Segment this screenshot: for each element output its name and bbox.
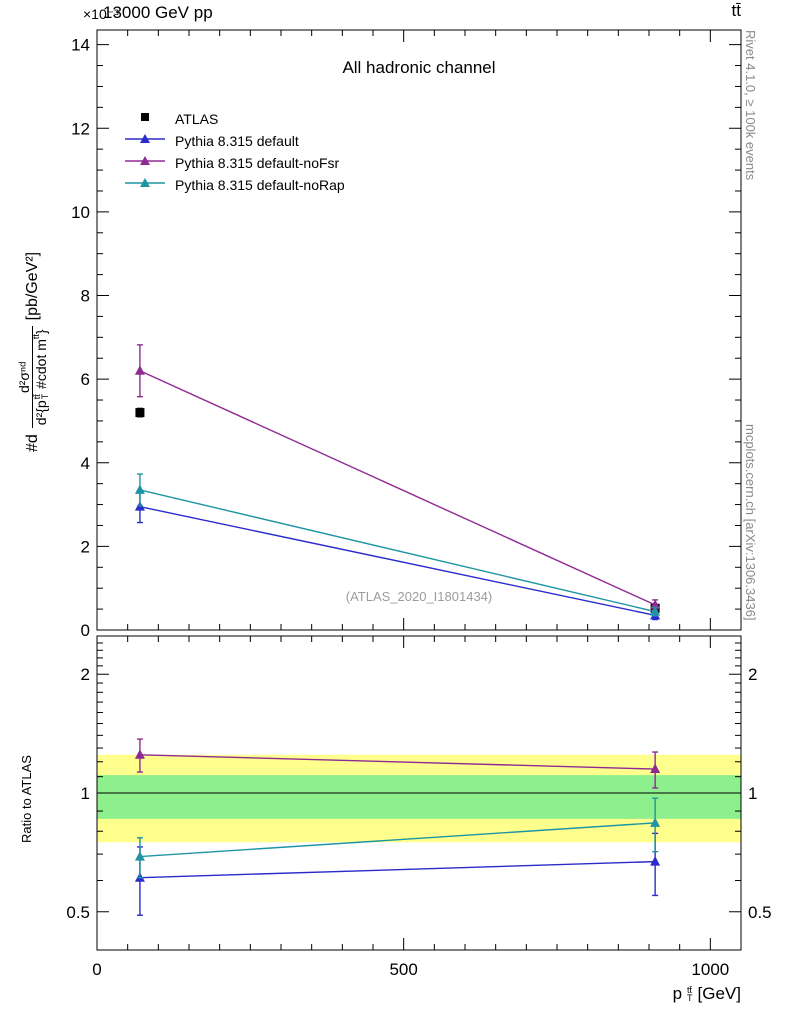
- triangle-marker-icon: [124, 132, 166, 151]
- legend-item: Pythia 8.315 default: [124, 130, 345, 152]
- y-label-numerator: d²σⁿᵈ: [16, 361, 32, 394]
- data-point-triangle: [650, 763, 661, 774]
- mcplots-credit-note: mcplots.cern.ch [arXiv:1306.3436]: [743, 424, 758, 621]
- legend-item: Pythia 8.315 default-noFsr: [124, 152, 345, 174]
- legend: ATLAS Pythia 8.315 default Pythia 8.315 de…: [124, 108, 345, 196]
- legend-label: Pythia 8.315 default-noFsr: [175, 155, 340, 171]
- tick-label: 1000: [691, 960, 729, 979]
- watermark: (ATLAS_2020_I1801434): [345, 589, 493, 604]
- pt-subsup-stack: tt̄ T: [32, 393, 51, 400]
- data-point-triangle: [650, 817, 661, 827]
- series-line: [139, 860, 656, 879]
- series-line: [139, 754, 656, 770]
- tick-label: 2: [81, 537, 90, 556]
- data-point-triangle: [134, 749, 145, 759]
- uncertainty-band-inner: [97, 775, 741, 819]
- y-axis-label: #d d²σⁿᵈ d²{p tt̄ T #cdot m tt̄ } [pb/Ge…: [16, 251, 51, 452]
- x-label-units: [GeV]: [697, 984, 741, 1003]
- y-label-units: [pb/GeV²]: [23, 251, 41, 321]
- tick-label: 4: [81, 454, 90, 473]
- data-point-triangle: [134, 365, 145, 375]
- y-axis-multiplier: ×10⁻³: [83, 6, 119, 22]
- tick-label: 0.5: [748, 903, 772, 922]
- tick-label: 12: [71, 119, 90, 138]
- data-point-triangle: [134, 851, 145, 861]
- data-point-triangle: [650, 599, 661, 609]
- data-point-triangle: [134, 484, 145, 494]
- tick-label: 14: [71, 36, 90, 55]
- series-line: [139, 489, 656, 613]
- square-marker-icon: [124, 110, 166, 129]
- tick-label: 0: [92, 960, 101, 979]
- tick-label: 0.5: [66, 903, 90, 922]
- x-axis-label: p tt̄ T [GeV]: [541, 984, 741, 1004]
- plot-title: All hadronic channel: [342, 58, 496, 77]
- data-point-square: [135, 408, 145, 418]
- x-label-subsup-stack: tt̄ T: [687, 985, 693, 1003]
- legend-item: Pythia 8.315 default-noRap: [124, 174, 345, 196]
- den-superscript-2: tt̄: [30, 334, 41, 340]
- ratio-axis-label: Ratio to ATLAS: [19, 755, 34, 843]
- legend-label: ATLAS: [175, 111, 219, 127]
- den-text-2: #cdot m: [33, 339, 50, 393]
- series-line: [139, 505, 656, 617]
- tick-label: 6: [81, 370, 90, 389]
- tick-label: 500: [389, 960, 417, 979]
- process-title: tt̄: [731, 1, 741, 20]
- x-label-superscript: tt̄: [687, 985, 693, 995]
- tick-label: 2: [81, 665, 90, 684]
- triangle-marker-icon: [124, 154, 166, 173]
- data-point-triangle: [650, 606, 661, 616]
- tick-label: 8: [81, 287, 90, 306]
- y-label-prefix: #d: [23, 434, 41, 452]
- tick-label: 10: [71, 203, 90, 222]
- tick-label: 0: [81, 621, 90, 640]
- y-label-fraction: d²σⁿᵈ d²{p tt̄ T #cdot m tt̄ }: [16, 326, 51, 429]
- legend-label: Pythia 8.315 default-noRap: [175, 177, 345, 193]
- data-point-triangle: [650, 856, 661, 866]
- den-text-1: d²{p: [33, 400, 50, 426]
- y-label-denominator: d²{p tt̄ T #cdot m tt̄ }: [30, 326, 51, 429]
- rivet-version-note: Rivet 4.1.0, ≥ 100k events: [743, 30, 758, 181]
- series-line: [139, 822, 656, 858]
- legend-label: Pythia 8.315 default: [175, 133, 299, 149]
- tick-label: 1: [81, 784, 90, 803]
- tick-label: 1: [748, 784, 757, 803]
- legend-item: ATLAS: [124, 108, 345, 130]
- tick-label: 2: [748, 665, 757, 684]
- series-line: [139, 370, 656, 606]
- main-frame: [96, 29, 742, 631]
- den-subscript: T: [40, 393, 51, 400]
- x-label-subscript: T: [687, 993, 693, 1003]
- beam-energy-title: 13000 GeV pp: [103, 3, 213, 22]
- triangle-marker-icon: [124, 176, 166, 195]
- x-label-base: p: [672, 984, 683, 1003]
